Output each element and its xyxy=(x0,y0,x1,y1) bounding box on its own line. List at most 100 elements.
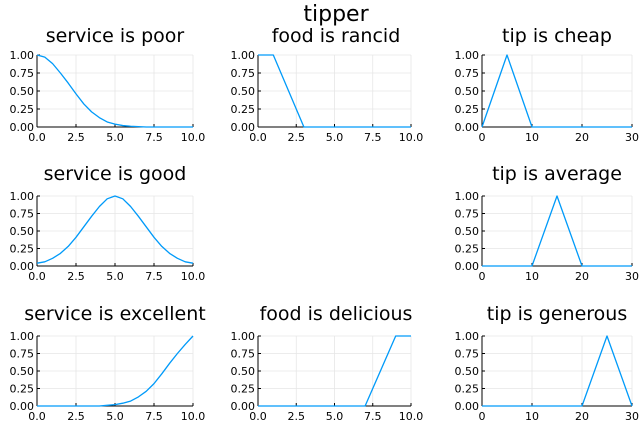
y-tick-label: 0.50 xyxy=(455,85,480,98)
subplot-6: service is excellent 0.0 2.5 5.0 7.5 10.0 0.00… xyxy=(10,303,206,423)
x-tick-label: 5.0 xyxy=(326,131,344,144)
y-tick-label: 1.00 xyxy=(10,330,35,343)
y-tick-label: 0.00 xyxy=(455,400,480,413)
x-tick-label: 7.5 xyxy=(145,131,163,144)
x-tick-label: 2.5 xyxy=(288,131,306,144)
y-tick-label: 0.00 xyxy=(455,121,480,134)
y-tick-label: 0.00 xyxy=(10,260,35,273)
y-tick-label: 0.25 xyxy=(455,103,480,116)
subplot-title: tip is cheap xyxy=(502,25,612,47)
y-tick-label: 0.75 xyxy=(455,348,480,361)
x-tick-label: 2.5 xyxy=(288,410,306,423)
subplot-5: tip is average 0 10 20 30 0.00 0.25 0.50 0.75 1.0… xyxy=(455,163,640,283)
y-tick-label: 0.00 xyxy=(10,400,35,413)
y-tick-label: 0.75 xyxy=(231,67,256,80)
x-tick-label: 5.0 xyxy=(106,410,124,423)
y-tick-label: 0.25 xyxy=(10,383,35,396)
y-tick-label: 0.50 xyxy=(10,365,35,378)
x-tick-label: 7.5 xyxy=(364,131,382,144)
x-tick-label: 10.0 xyxy=(181,270,206,283)
x-tick-label: 10.0 xyxy=(181,131,206,144)
x-tick-label: 7.5 xyxy=(364,410,382,423)
y-tick-label: 0.50 xyxy=(10,85,35,98)
y-tick-label: 0.75 xyxy=(10,208,35,221)
y-tick-label: 0.50 xyxy=(10,225,35,238)
x-tick-label: 10.0 xyxy=(181,410,206,423)
x-tick-label: 10 xyxy=(525,270,539,283)
y-tick-label: 0.25 xyxy=(231,383,256,396)
x-tick-label: 2.5 xyxy=(67,131,85,144)
x-tick-label: 0 xyxy=(479,410,486,423)
x-tick-label: 20 xyxy=(575,410,589,423)
x-tick-label: 2.5 xyxy=(67,410,85,423)
y-tick-label: 0.00 xyxy=(10,121,35,134)
y-tick-label: 0.00 xyxy=(455,260,480,273)
x-tick-label: 7.5 xyxy=(145,270,163,283)
y-tick-label: 1.00 xyxy=(231,49,256,62)
x-tick-label: 0.0 xyxy=(28,410,46,423)
figure-suptitle: tipper xyxy=(303,2,369,27)
subplot-title: service is good xyxy=(44,163,187,185)
x-tick-label: 10.0 xyxy=(399,131,424,144)
subplot-title: service is poor xyxy=(46,25,185,47)
subplot-title: food is rancid xyxy=(272,25,401,47)
y-tick-label: 0.25 xyxy=(455,383,480,396)
x-tick-label: 10 xyxy=(525,410,539,423)
series-line xyxy=(36,54,193,128)
y-tick-label: 1.00 xyxy=(10,49,35,62)
y-tick-label: 0.25 xyxy=(455,243,480,256)
subplot-title: food is delicious xyxy=(260,303,413,325)
subplot-title: tip is generous xyxy=(487,303,628,325)
subplot-title: tip is average xyxy=(492,163,622,185)
x-tick-label: 0.0 xyxy=(28,131,46,144)
subplot-7: food is delicious 0.0 2.5 5.0 7.5 10.0 0.00 0.2… xyxy=(231,303,424,423)
y-tick-label: 0.25 xyxy=(10,103,35,116)
x-tick-label: 20 xyxy=(575,270,589,283)
y-tick-label: 0.75 xyxy=(455,67,480,80)
y-tick-label: 0.75 xyxy=(231,348,256,361)
series-line xyxy=(36,195,194,264)
x-tick-label: 2.5 xyxy=(67,270,85,283)
x-tick-label: 5.0 xyxy=(326,410,344,423)
x-tick-label: 10.0 xyxy=(399,410,424,423)
y-tick-label: 0.25 xyxy=(10,243,35,256)
x-tick-label: 30 xyxy=(625,270,639,283)
x-tick-label: 5.0 xyxy=(106,131,124,144)
subplot-8: tip is generous 0 10 20 30 0.00 0.25 0.50 0.75 1.… xyxy=(455,303,640,423)
y-tick-label: 1.00 xyxy=(231,330,256,343)
y-tick-label: 1.00 xyxy=(10,190,35,203)
y-tick-label: 0.50 xyxy=(455,225,480,238)
series-line xyxy=(482,335,633,407)
y-tick-label: 1.00 xyxy=(455,49,480,62)
subplot-4: service is good 0.0 2.5 5.0 7.5 10.0 0.00 0.25 0… xyxy=(10,163,206,283)
y-tick-label: 1.00 xyxy=(455,190,480,203)
x-tick-label: 30 xyxy=(625,410,639,423)
y-tick-label: 0.50 xyxy=(231,85,256,98)
y-tick-label: 1.00 xyxy=(455,330,480,343)
y-tick-label: 0.50 xyxy=(231,365,256,378)
y-tick-label: 0.00 xyxy=(231,121,256,134)
series-line xyxy=(258,335,411,407)
y-tick-label: 0.75 xyxy=(10,67,35,80)
y-tick-label: 0.25 xyxy=(231,103,256,116)
series-line xyxy=(258,54,411,128)
x-tick-label: 20 xyxy=(575,131,589,144)
series-line xyxy=(37,335,194,407)
y-tick-label: 0.75 xyxy=(455,208,480,221)
x-tick-label: 5.0 xyxy=(106,270,124,283)
x-tick-label: 0.0 xyxy=(249,131,267,144)
subplot-1: service is poor 0.0 2.5 5.0 7.5 10.0 0.00 0.25 0… xyxy=(10,25,206,144)
series-line xyxy=(482,195,632,267)
y-tick-label: 0.00 xyxy=(231,400,256,413)
y-tick-label: 0.50 xyxy=(455,365,480,378)
x-tick-label: 10 xyxy=(525,131,539,144)
x-tick-label: 0 xyxy=(479,270,486,283)
series-line xyxy=(481,54,632,128)
x-tick-label: 0 xyxy=(479,131,486,144)
subplot-3: tip is cheap 0 10 20 30 0.00 0.25 0.50 0.75 1.00 xyxy=(455,25,640,144)
x-tick-label: 30 xyxy=(625,131,639,144)
subplot-2: food is rancid 0.0 2.5 5.0 7.5 10.0 0.00 0.25 0.… xyxy=(231,25,424,144)
subplot-title: service is excellent xyxy=(24,303,205,325)
x-tick-label: 7.5 xyxy=(145,410,163,423)
